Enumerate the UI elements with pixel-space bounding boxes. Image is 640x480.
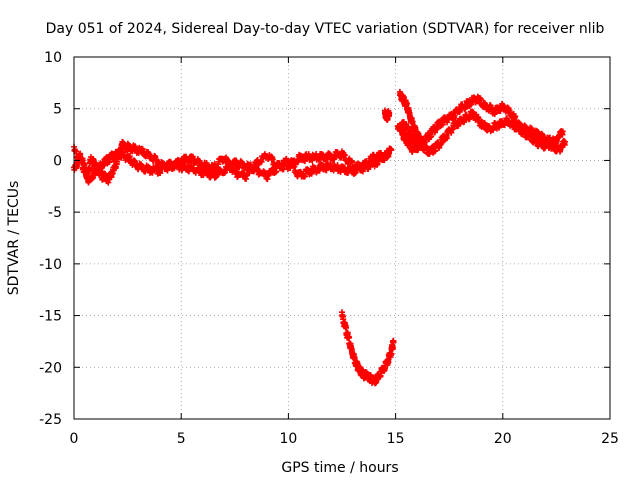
data-point bbox=[269, 156, 276, 163]
y-tick-label: -15 bbox=[39, 309, 62, 325]
x-tick-label: 20 bbox=[494, 431, 512, 447]
grid bbox=[74, 57, 610, 419]
data-point bbox=[444, 135, 451, 142]
data-point bbox=[295, 158, 302, 165]
data-point bbox=[83, 169, 90, 176]
data-point bbox=[559, 128, 566, 135]
data-point bbox=[189, 153, 196, 160]
data-point bbox=[105, 179, 112, 186]
data-point bbox=[346, 334, 353, 341]
data-point bbox=[390, 339, 397, 346]
data-point bbox=[374, 160, 381, 167]
data-point bbox=[432, 147, 439, 154]
data-point bbox=[258, 158, 265, 165]
x-tick-label: 0 bbox=[70, 431, 79, 447]
y-tick-label: -5 bbox=[48, 205, 62, 221]
data-point bbox=[381, 152, 388, 159]
data-point bbox=[492, 110, 499, 117]
data-point bbox=[157, 170, 164, 177]
data-point bbox=[273, 168, 280, 175]
x-tick-label: 15 bbox=[387, 431, 405, 447]
data-point bbox=[351, 354, 358, 361]
y-tick-label: -20 bbox=[39, 360, 62, 376]
data-point bbox=[409, 118, 416, 125]
data-point bbox=[359, 165, 366, 172]
data-point bbox=[418, 138, 425, 145]
x-axis-label: GPS time / hours bbox=[281, 460, 398, 476]
data-points bbox=[71, 88, 568, 387]
x-tick-label: 5 bbox=[177, 431, 186, 447]
data-point bbox=[496, 123, 503, 130]
axis-ticks: 0 5 10 15 20 25 10 5 0 -5 -10 -15 -20 -25 bbox=[39, 50, 619, 447]
data-point bbox=[106, 158, 113, 165]
series-track-b bbox=[71, 143, 388, 186]
series-track-f bbox=[381, 107, 393, 123]
data-point bbox=[388, 147, 395, 154]
x-tick-label: 25 bbox=[601, 431, 619, 447]
y-tick-label: 5 bbox=[53, 102, 62, 118]
data-point bbox=[561, 138, 568, 145]
y-axis-label: SDTVAR / TECUs bbox=[6, 181, 22, 296]
data-point bbox=[327, 160, 334, 167]
data-point bbox=[439, 121, 446, 128]
x-tick-label: 10 bbox=[279, 431, 297, 447]
data-point bbox=[301, 158, 308, 165]
series-track-g bbox=[339, 309, 397, 387]
y-tick-label: -25 bbox=[39, 412, 62, 428]
y-tick-label: -10 bbox=[39, 257, 62, 273]
y-tick-label: 10 bbox=[44, 50, 62, 66]
data-point bbox=[428, 133, 435, 140]
data-point bbox=[301, 173, 308, 180]
data-point bbox=[343, 324, 350, 331]
data-point bbox=[415, 130, 422, 137]
data-point bbox=[280, 162, 287, 169]
data-point bbox=[334, 162, 341, 169]
data-point bbox=[79, 159, 86, 166]
series-track-e bbox=[396, 88, 425, 146]
data-point bbox=[291, 163, 298, 170]
data-point bbox=[386, 109, 393, 116]
data-point bbox=[247, 161, 254, 168]
y-tick-label: 0 bbox=[53, 153, 62, 169]
chart-title: Day 051 of 2024, Sidereal Day-to-day VTE… bbox=[46, 21, 605, 37]
plot-frame bbox=[73, 56, 611, 420]
data-point bbox=[323, 167, 330, 174]
data-point bbox=[403, 100, 410, 107]
data-point bbox=[341, 151, 348, 158]
